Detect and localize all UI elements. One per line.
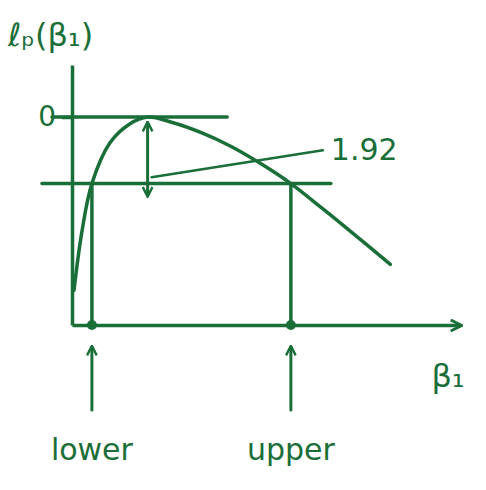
x-tick-dot xyxy=(87,320,97,330)
x-tick-dropline xyxy=(289,184,293,325)
chart: 0 lower upper 1.92 ℓₚ(β₁) β₁ xyxy=(0,0,486,490)
x-tick-dot xyxy=(286,320,296,330)
annotation: 1.92 xyxy=(331,132,398,167)
x-tick-arrow xyxy=(289,347,292,410)
y-axis: 0 xyxy=(38,66,72,326)
x-axis xyxy=(73,325,461,326)
x-tick-dropline xyxy=(90,184,94,325)
x-tick-label: lower xyxy=(51,432,134,467)
x-axis-line xyxy=(73,324,461,328)
x-tick-arrow xyxy=(90,347,93,410)
x-tick-label: upper xyxy=(247,432,336,467)
difference-arrow xyxy=(146,123,149,196)
x-axis-title: β₁ xyxy=(431,357,464,395)
x-ticks: lower upper xyxy=(51,184,336,467)
y-axis-title: ℓₚ(β₁) xyxy=(7,16,93,54)
y-tick: 0 xyxy=(38,100,72,133)
annotation-leader xyxy=(152,150,323,177)
y-tick-label: 0 xyxy=(38,100,56,133)
y-tick-mark xyxy=(62,116,72,120)
